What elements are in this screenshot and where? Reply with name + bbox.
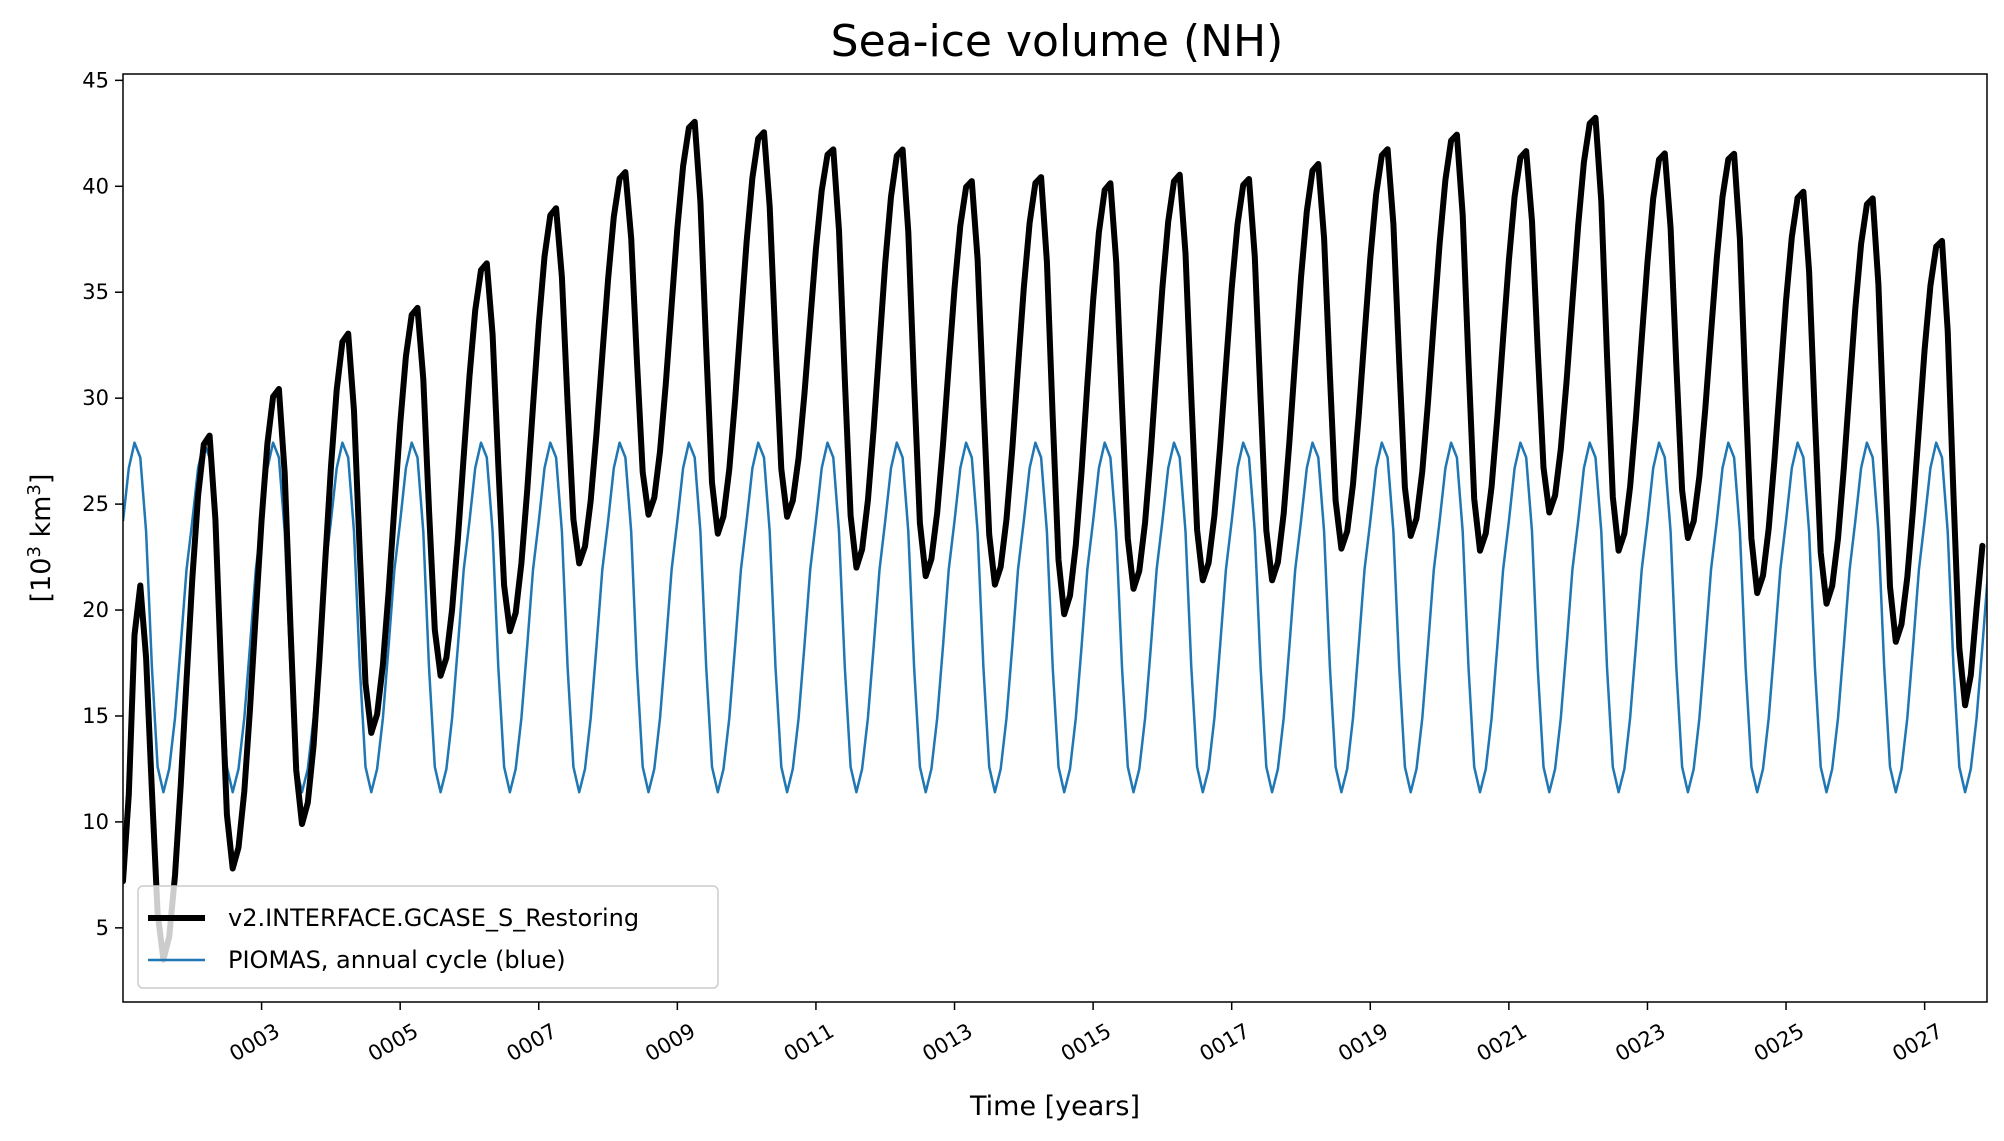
y-tick-label: 40 [82,174,109,198]
legend-label-model: v2.INTERFACE.GCASE_S_Restoring [228,904,639,932]
y-axis: 5 10 15 20 25 30 35 40 45 [82,68,123,940]
plot-frame [122,73,1988,1003]
plot-area [123,114,1987,963]
series-piomas [123,441,1987,794]
y-tick-label: 30 [82,386,109,410]
y-tick-label: 10 [82,810,109,834]
legend-box [137,885,719,989]
y-tick-label: 35 [82,280,109,304]
y-tick-label: 15 [82,704,109,728]
y-tick-label: 20 [82,598,109,622]
chart-title: Sea-ice volume (NH) [831,16,1284,67]
legend: v2.INTERFACE.GCASE_S_Restoring PIOMAS, a… [137,885,719,989]
y-tick-label: 45 [82,68,109,92]
x-axis-title: Time [years] [969,1091,1140,1122]
y-tick-label: 5 [96,916,109,940]
y-axis-title: [103 km3] [24,474,57,603]
y-tick-label: 25 [82,492,109,516]
model-line [123,114,1986,963]
legend-label-piomas: PIOMAS, annual cycle (blue) [228,946,566,974]
series-model [123,114,1986,963]
piomas-line [123,441,1987,794]
